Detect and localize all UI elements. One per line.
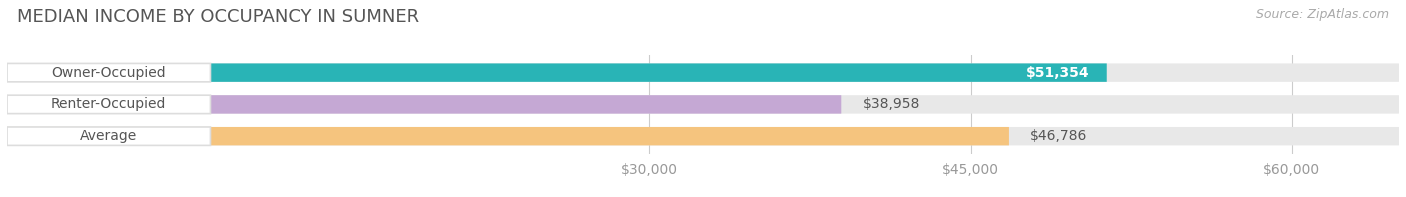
Text: $46,786: $46,786 (1031, 129, 1088, 143)
Text: $51,354: $51,354 (1026, 66, 1090, 80)
FancyBboxPatch shape (7, 95, 841, 114)
Text: Owner-Occupied: Owner-Occupied (52, 66, 166, 80)
FancyBboxPatch shape (7, 95, 1399, 114)
FancyBboxPatch shape (7, 63, 1107, 82)
Text: Source: ZipAtlas.com: Source: ZipAtlas.com (1256, 8, 1389, 21)
FancyBboxPatch shape (7, 127, 1399, 145)
Text: Renter-Occupied: Renter-Occupied (51, 97, 166, 112)
Text: $38,958: $38,958 (863, 97, 920, 112)
Text: MEDIAN INCOME BY OCCUPANCY IN SUMNER: MEDIAN INCOME BY OCCUPANCY IN SUMNER (17, 8, 419, 26)
FancyBboxPatch shape (7, 63, 1399, 82)
FancyBboxPatch shape (7, 63, 211, 82)
FancyBboxPatch shape (7, 127, 211, 145)
Text: Average: Average (80, 129, 138, 143)
FancyBboxPatch shape (7, 95, 211, 114)
FancyBboxPatch shape (7, 127, 1010, 145)
